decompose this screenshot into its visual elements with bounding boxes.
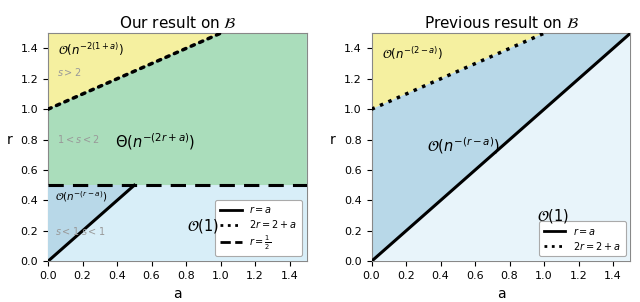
Polygon shape (372, 33, 630, 261)
X-axis label: a: a (173, 287, 182, 300)
Text: $\mathcal{O}(1)$: $\mathcal{O}(1)$ (188, 217, 220, 235)
Polygon shape (372, 33, 630, 261)
Title: Previous result on $\mathcal{B}$: Previous result on $\mathcal{B}$ (424, 15, 579, 31)
Polygon shape (48, 33, 221, 109)
Legend: $r = a$, $2r = 2 + a$, $r = \frac{1}{2}$: $r = a$, $2r = 2 + a$, $r = \frac{1}{2}$ (216, 200, 302, 256)
Title: Our result on $\mathcal{B}$: Our result on $\mathcal{B}$ (118, 15, 236, 31)
Y-axis label: r: r (6, 133, 12, 147)
Text: $\mathcal{O}(n^{-(r-a)})$: $\mathcal{O}(n^{-(r-a)})$ (55, 189, 107, 204)
Text: $\mathcal{O}(n^{-2(1+a)})$: $\mathcal{O}(n^{-2(1+a)})$ (58, 40, 125, 57)
Text: $\mathcal{O}(n^{-(2-a)})$: $\mathcal{O}(n^{-(2-a)})$ (382, 45, 443, 62)
Text: $s{>}2$: $s{>}2$ (56, 66, 81, 78)
Text: $s{<}1$: $s{<}1$ (81, 225, 105, 237)
Legend: $r = a$, $2r = 2 + a$: $r = a$, $2r = 2 + a$ (539, 221, 625, 256)
Text: $s{<}1$: $s{<}1$ (55, 225, 79, 237)
Text: $\mathcal{O}(1)$: $\mathcal{O}(1)$ (537, 207, 569, 225)
Polygon shape (372, 33, 544, 109)
Text: $\mathcal{O}(n^{-(r-a)})$: $\mathcal{O}(n^{-(r-a)})$ (427, 136, 500, 156)
Text: $\Theta(n^{-(2r+a)})$: $\Theta(n^{-(2r+a)})$ (115, 131, 195, 152)
Text: $1{<}s{<}2$: $1{<}s{<}2$ (56, 133, 99, 145)
Polygon shape (48, 185, 307, 261)
X-axis label: a: a (497, 287, 506, 300)
Polygon shape (48, 185, 134, 261)
Y-axis label: r: r (330, 133, 336, 147)
Polygon shape (48, 33, 307, 185)
